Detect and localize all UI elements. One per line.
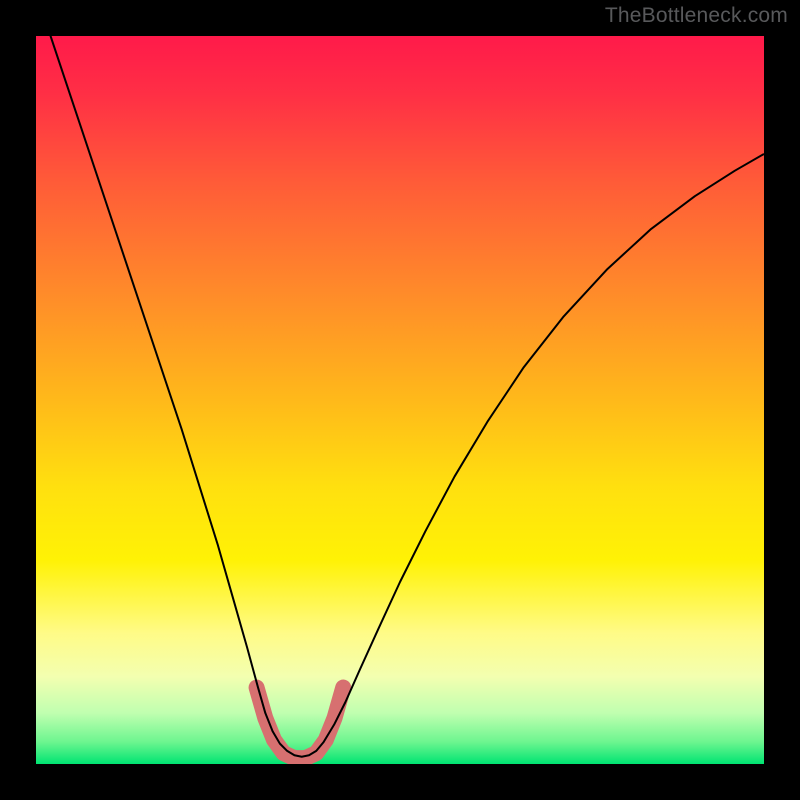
bottleneck-curve (36, 36, 764, 757)
watermark-text: TheBottleneck.com (605, 4, 788, 28)
chart-curves (36, 36, 764, 764)
plot-area (36, 36, 764, 764)
